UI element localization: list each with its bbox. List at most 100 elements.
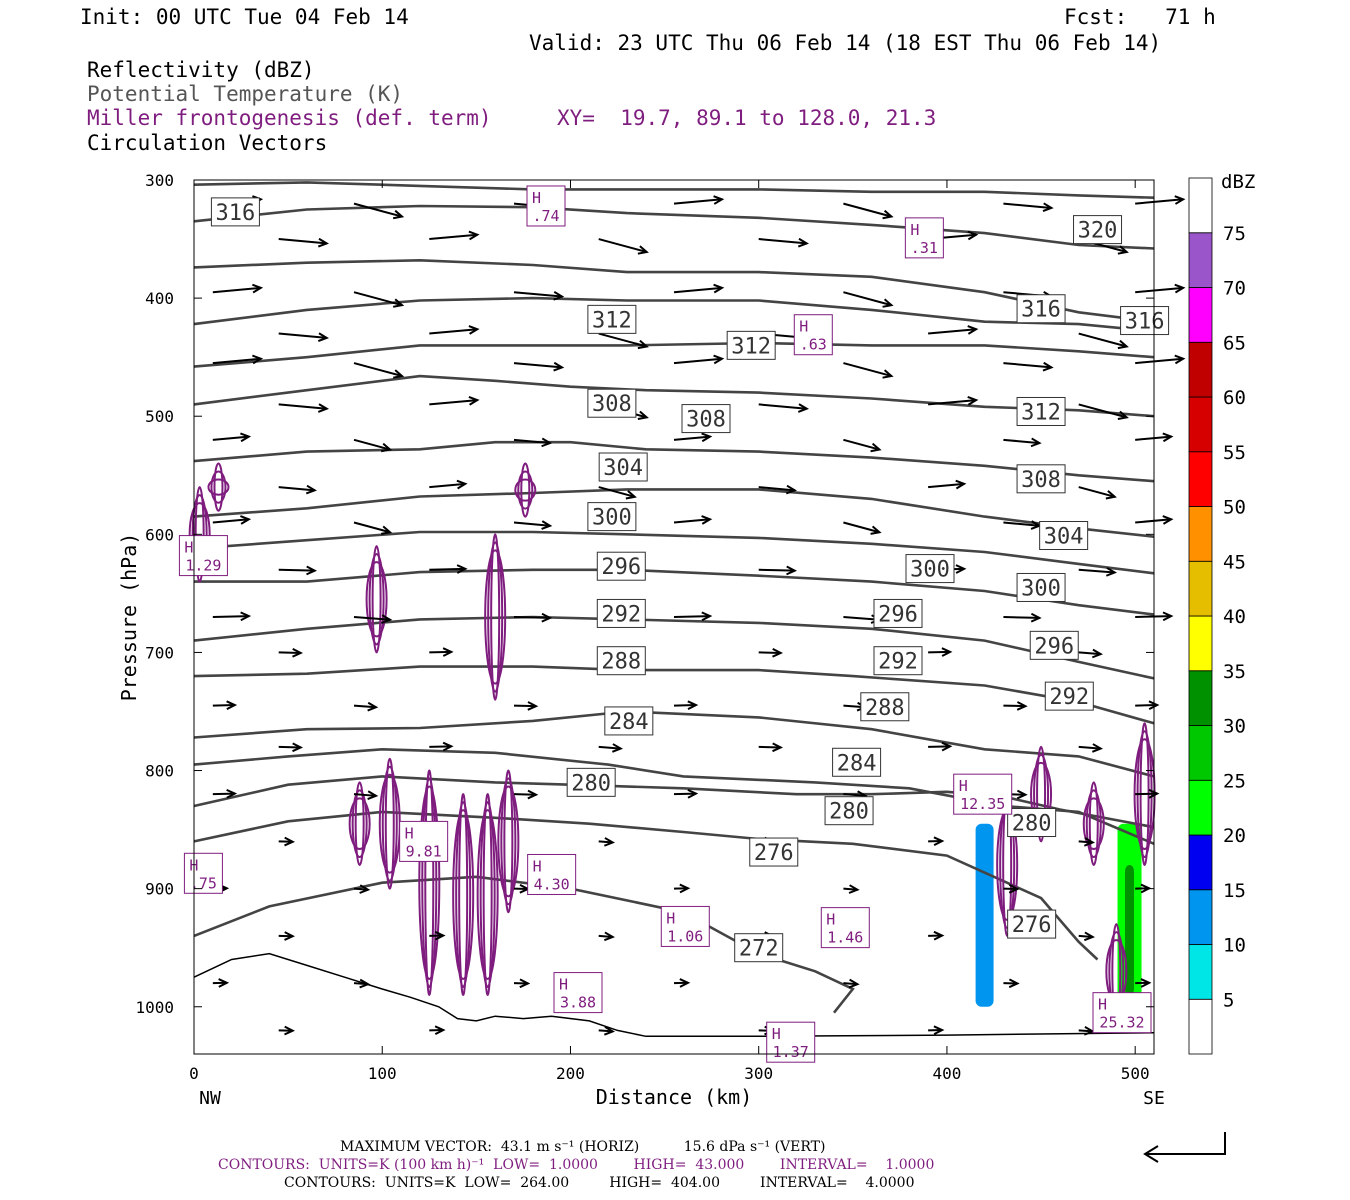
circulation-vector bbox=[928, 745, 951, 748]
vector-arrowhead bbox=[1008, 883, 1020, 894]
vector-arrowhead bbox=[848, 884, 860, 894]
contour-label-box bbox=[1039, 521, 1089, 551]
contour-label: 284 bbox=[837, 751, 877, 776]
vector-arrowhead bbox=[456, 479, 468, 490]
colorbar-swatch bbox=[1188, 834, 1213, 891]
circulation-vector bbox=[212, 357, 261, 365]
frontogenesis-contour bbox=[520, 462, 531, 518]
vector-arrowhead bbox=[679, 978, 691, 988]
footer-contours-black: CONTOURS: UNITS=K LOW= 264.00 HIGH= 404.… bbox=[284, 1175, 915, 1191]
circulation-vector bbox=[1078, 1029, 1093, 1033]
vector-arrowhead bbox=[541, 437, 553, 448]
contour-label-box bbox=[873, 646, 923, 676]
max-label-box bbox=[178, 535, 228, 577]
contour-label-box bbox=[734, 933, 784, 963]
vector-arrowhead bbox=[1030, 612, 1042, 623]
contour-label: 280 bbox=[571, 771, 611, 796]
max-marker: H bbox=[184, 539, 193, 557]
vector-arrowhead bbox=[870, 442, 882, 453]
max-label-box bbox=[766, 1021, 816, 1063]
vector-arrowhead bbox=[772, 647, 784, 658]
circulation-vector bbox=[1078, 840, 1093, 844]
vector-arrowhead bbox=[252, 283, 264, 294]
max-value: .75 bbox=[190, 874, 217, 892]
contour-label: 288 bbox=[601, 650, 641, 675]
vector-arrowhead bbox=[1105, 490, 1117, 500]
vector-arrowhead bbox=[955, 564, 967, 574]
colorbar-level-label: 35 bbox=[1223, 661, 1246, 683]
contour-label-box bbox=[596, 551, 646, 581]
frontogenesis-contour bbox=[455, 801, 472, 988]
vector-arrowhead bbox=[317, 403, 329, 413]
colorbar-swatch bbox=[1188, 998, 1213, 1055]
colorbar-level-label: 60 bbox=[1223, 387, 1246, 409]
vector-arrowhead bbox=[1174, 354, 1186, 365]
max-value: .63 bbox=[800, 336, 827, 354]
frontogenesis-contour bbox=[1088, 781, 1099, 867]
circulation-vector bbox=[513, 704, 537, 708]
vector-arrowhead bbox=[848, 978, 860, 989]
contour-label: 272 bbox=[739, 937, 779, 962]
vector-arrowhead bbox=[284, 1025, 296, 1036]
isentrope-272 bbox=[193, 875, 855, 1014]
circulation-vector bbox=[429, 745, 452, 748]
frontogenesis-contour bbox=[348, 797, 371, 851]
circulation-vector bbox=[429, 482, 466, 489]
contour-label: 296 bbox=[1034, 634, 1074, 659]
circulation-vector bbox=[429, 567, 466, 571]
colorbar-swatch bbox=[1188, 451, 1213, 507]
colorbar-level-label: 10 bbox=[1223, 935, 1246, 957]
circulation-vector bbox=[598, 1029, 613, 1033]
frontogenesis-contour bbox=[476, 809, 499, 980]
circulation-vector bbox=[928, 482, 965, 489]
circulation-vector bbox=[1135, 518, 1172, 524]
vector-arrowhead bbox=[240, 432, 252, 443]
contour-label: 296 bbox=[601, 555, 641, 580]
circulation-vector bbox=[928, 650, 951, 654]
x-tick-label: 200 bbox=[556, 1064, 585, 1083]
vector-arrowhead bbox=[941, 741, 953, 752]
isentrope-312 bbox=[193, 374, 1155, 418]
circulation-vector bbox=[598, 486, 635, 498]
circulation-vector bbox=[598, 934, 613, 938]
contour-label-box bbox=[598, 452, 648, 482]
vector-arrowhead bbox=[941, 647, 953, 657]
contour-label-box bbox=[749, 837, 799, 867]
max-value: 25.32 bbox=[1099, 1014, 1144, 1032]
isentrope-296 bbox=[194, 568, 1155, 616]
vector-arrowhead bbox=[1016, 789, 1028, 800]
axes-layer: 300 400 500 600 700 800 900 1000 0 100 200 300 400 50… bbox=[117, 171, 1165, 1109]
contour-label: 304 bbox=[1044, 525, 1084, 550]
vector-arrowhead bbox=[933, 930, 945, 941]
circulation-vector bbox=[353, 202, 403, 218]
circulation-vector bbox=[758, 403, 807, 410]
colorbar-level-label: 70 bbox=[1223, 278, 1246, 300]
vector-arrowhead bbox=[1091, 648, 1104, 659]
contour-label: 292 bbox=[878, 650, 918, 675]
contour-label: 280 bbox=[1012, 812, 1052, 837]
contour-label-box bbox=[832, 747, 882, 777]
contour-label: 300 bbox=[1021, 576, 1061, 601]
footer-max-vector: MAXIMUM VECTOR: 43.1 m s⁻¹ (HORIZ) 15.6 … bbox=[340, 1139, 826, 1155]
legend-reflectivity: Reflectivity (dBZ) bbox=[87, 58, 315, 82]
frontogenesis-contour bbox=[418, 785, 441, 980]
vector-arrowhead bbox=[367, 790, 379, 801]
circulation-vector bbox=[1135, 615, 1172, 618]
circulation-vector bbox=[843, 202, 892, 218]
colorbar-level-label: 55 bbox=[1223, 442, 1246, 464]
frontogenesis-contour bbox=[210, 470, 227, 504]
legend-vectors: Circulation Vectors bbox=[87, 131, 328, 155]
circulation-vector bbox=[673, 518, 711, 524]
y-tick-label: 500 bbox=[145, 407, 174, 426]
max-marker: H bbox=[559, 976, 568, 994]
legend-miller: Miller frontogenesis (def. term) bbox=[87, 106, 492, 130]
frontogenesis-contour bbox=[371, 545, 382, 654]
contour-label: 300 bbox=[910, 558, 950, 583]
circulation-vector bbox=[758, 745, 781, 749]
colorbar-swatch bbox=[1188, 506, 1213, 562]
max-value: 1.46 bbox=[827, 929, 863, 947]
vector-arrowhead bbox=[625, 490, 637, 500]
frontogenesis-contour bbox=[354, 781, 365, 867]
vector-arrowhead bbox=[1174, 283, 1186, 294]
contour-label: 308 bbox=[686, 408, 726, 433]
